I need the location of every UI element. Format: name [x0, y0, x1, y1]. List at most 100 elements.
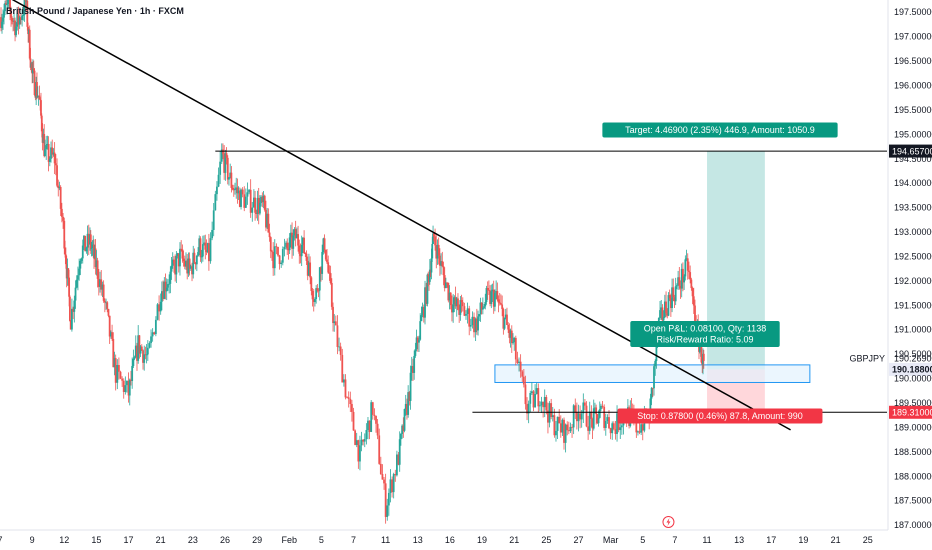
target-label-bg: [602, 122, 838, 138]
candle-body: [311, 291, 314, 300]
candle-body: [212, 210, 215, 230]
candle-body: [487, 289, 490, 291]
candle-body: [303, 237, 306, 254]
y-tick-label: 195.50000: [894, 105, 932, 115]
candle-body: [68, 296, 71, 321]
candle-body: [203, 242, 205, 245]
candle-body: [367, 420, 369, 431]
candle-body: [458, 309, 461, 315]
candle-body: [113, 358, 116, 368]
candle-body: [6, 4, 8, 5]
candle-body: [518, 361, 520, 363]
candle-body: [205, 249, 208, 253]
stop-label-text: Stop: 0.87800 (0.46%) 87.8, Amount: 990: [637, 411, 803, 421]
candle-body: [432, 233, 435, 237]
candle-body: [171, 259, 174, 266]
candle-body: [474, 318, 477, 333]
candle-body: [315, 288, 318, 299]
x-tick-label: 12: [59, 535, 69, 545]
candle-body: [389, 479, 392, 493]
candle-body: [510, 330, 513, 344]
candle-body: [241, 189, 244, 195]
level-price-tag-bg: [889, 144, 932, 158]
candle-body: [177, 253, 180, 267]
candle-body: [150, 336, 152, 344]
candle-body: [357, 440, 360, 462]
candle-body: [248, 189, 250, 193]
candle-body: [461, 302, 464, 307]
candle-body: [228, 177, 230, 180]
candle-body: [590, 411, 593, 419]
candle-body: [575, 412, 578, 422]
support-box: [494, 364, 811, 383]
candle-body: [519, 361, 522, 372]
candle-body: [295, 234, 298, 239]
candle-body: [230, 172, 233, 188]
candle-body: [526, 404, 528, 414]
candle-body: [409, 372, 412, 401]
candle-body: [220, 149, 223, 162]
candle-body: [339, 346, 342, 355]
x-tick-label: 21: [831, 535, 841, 545]
candle-body: [127, 380, 130, 396]
candle-body: [572, 405, 575, 428]
candle-body: [206, 243, 209, 253]
candle-body: [403, 409, 406, 431]
candle-body: [297, 234, 299, 246]
candle-body: [671, 287, 673, 309]
candle-body: [56, 165, 58, 186]
candle-body: [611, 423, 614, 434]
time-axis[interactable]: 7 9 12 15 17 21 23 26 29 Feb 5 7 11 13 16 19 21 25 27 Mar 5 7…: [0, 516, 888, 546]
candle-body: [669, 298, 672, 309]
candle-body: [567, 430, 570, 432]
candle-body: [498, 302, 501, 304]
candle-body: [17, 13, 20, 25]
candle-body: [69, 320, 72, 330]
candle-body: [563, 419, 565, 443]
candle-body: [47, 143, 50, 162]
candle-body: [326, 259, 328, 263]
candle-body: [612, 423, 615, 430]
candle-body: [585, 405, 588, 427]
price-axis[interactable]: 187.00000 187.50000 188.00000 188.50000 189.…: [887, 0, 932, 530]
candle-body: [468, 308, 471, 327]
candle-body: [312, 299, 315, 302]
candle-body: [179, 248, 181, 267]
candle-body: [421, 306, 424, 316]
candle-body: [243, 194, 246, 208]
x-tick-label: 15: [91, 535, 101, 545]
candle-body: [556, 416, 559, 431]
candle-body: [426, 274, 429, 304]
candle-body: [160, 291, 163, 302]
candle-body: [182, 258, 185, 262]
candle-body: [637, 431, 639, 433]
candle-body: [67, 268, 70, 278]
candle-body: [675, 285, 678, 287]
candle-body: [60, 208, 63, 217]
candle-body: [100, 279, 103, 290]
candle-body: [14, 20, 16, 36]
candle-body: [73, 300, 76, 312]
candle-body: [54, 163, 57, 166]
candle-body: [661, 307, 664, 321]
candle-body: [688, 270, 690, 273]
candle-body: [192, 252, 195, 275]
candle-body: [0, 17, 2, 29]
y-tick-label: 190.00000: [894, 374, 932, 384]
candle-body: [457, 298, 459, 310]
candle-body: [39, 99, 42, 101]
candle-body: [229, 172, 232, 178]
candle-body: [700, 342, 703, 363]
candle-body: [420, 315, 423, 322]
candle-body: [344, 379, 347, 398]
candle-body: [273, 246, 276, 269]
chart-labels: Target: 4.46900 (2.35%) 446.9, Amount: 1…: [602, 122, 932, 424]
candle-body: [373, 414, 376, 416]
candle-body: [293, 229, 296, 236]
candle-body: [16, 13, 19, 27]
candle-body: [475, 318, 478, 331]
candle-body: [460, 300, 463, 303]
candle-body: [52, 152, 55, 155]
candle-body: [222, 149, 224, 155]
